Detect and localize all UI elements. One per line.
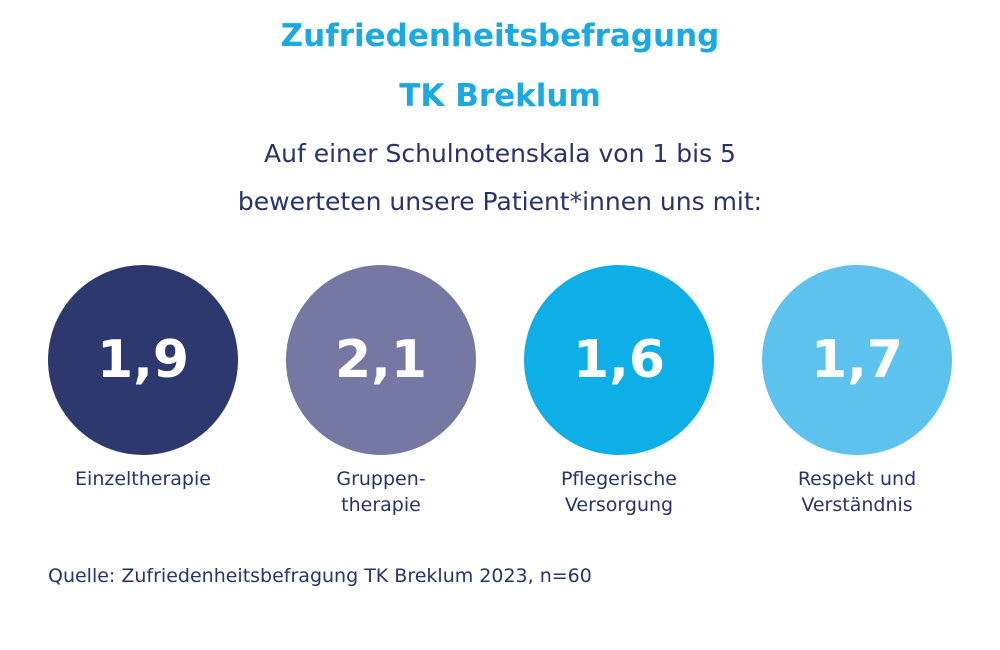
intro-line-2: bewerteten unsere Patient*innen uns mit: xyxy=(237,187,763,216)
rating-label-line-1: Einzeltherapie xyxy=(75,468,211,490)
rating-label-line-1: Pflegerische xyxy=(560,468,678,490)
rating-value: 2,1 xyxy=(334,330,428,390)
rating-label-line-1: Gruppen- xyxy=(336,468,426,490)
rating-circle-pflegerische-versorgung: 1,6 xyxy=(524,265,714,455)
rating-label-respekt-verstaendnis: Respekt und Verständnis xyxy=(747,466,967,518)
rating-label-pflegerische-versorgung: Pflegerische Versorgung xyxy=(509,466,729,518)
intro-line-1: Auf einer Schulnotenskala von 1 bis 5 xyxy=(264,139,736,168)
rating-label-line-2: therapie xyxy=(341,494,421,516)
rating-label-line-2: Verständnis xyxy=(801,494,913,516)
rating-circle-gruppentherapie: 2,1 xyxy=(286,265,476,455)
page-subtitle: TK Breklum xyxy=(399,78,601,114)
rating-label-line-2: Versorgung xyxy=(564,494,674,516)
page-title: Zufriedenheitsbefragung xyxy=(280,18,720,54)
rating-label-einzeltherapie: Einzeltherapie xyxy=(33,466,253,492)
rating-circle-einzeltherapie: 1,9 xyxy=(48,265,238,455)
source-note: Quelle: Zufriedenheitsbefragung TK Brekl… xyxy=(48,565,592,587)
rating-value: 1,6 xyxy=(572,330,666,390)
rating-value: 1,7 xyxy=(810,330,904,390)
intro-text: Auf einer Schulnotenskala von 1 bis 5 be… xyxy=(0,130,1000,226)
rating-label-gruppentherapie: Gruppen- therapie xyxy=(271,466,491,518)
rating-circle-respekt-verstaendnis: 1,7 xyxy=(762,265,952,455)
rating-value: 1,9 xyxy=(96,330,190,390)
rating-label-line-1: Respekt und xyxy=(797,468,917,490)
